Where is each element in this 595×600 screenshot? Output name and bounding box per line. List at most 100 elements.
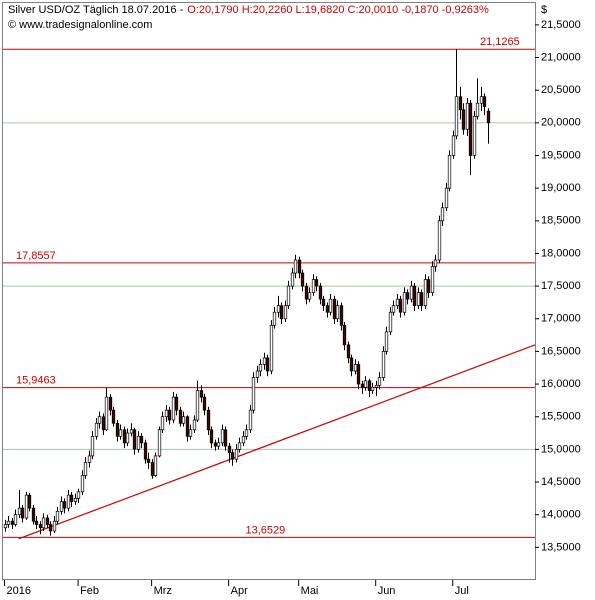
candle-body [440,207,445,222]
candle-body [328,298,333,313]
candle-body [430,266,435,293]
y-tick-label: 17,0000 [541,313,581,325]
candle-body [265,357,270,372]
y-tick-label: 16,0000 [541,378,581,390]
y-tick-label: 21,0000 [541,51,581,63]
candle-body [335,305,340,320]
candle-body [13,514,18,525]
candle-body [311,279,316,293]
candle-body [160,416,165,431]
candle-body [80,475,85,493]
plot-frame [2,2,536,580]
candle-body [230,452,235,460]
candle-body [108,396,113,411]
candle-body [73,498,78,502]
candle-body [192,419,197,431]
candle-body [129,429,134,434]
candle-body [248,409,253,431]
candle-body [97,416,102,424]
chart-title: Silver USD/OZ Täglich 18.07.2016 - O:20,1… [8,4,489,16]
candle-body [283,305,288,320]
candle-body [468,102,473,156]
candle-body [360,383,365,388]
candle-body [136,435,141,450]
candle-body [423,279,428,307]
y-tick-label: 13,5000 [541,541,581,553]
candle-body [52,520,57,532]
candle-body [216,442,221,447]
candle-body [290,272,295,287]
candle-body [304,285,309,300]
candle-body [31,507,36,522]
y-tick-label: 18,5000 [541,215,581,227]
candle-body [118,429,123,437]
x-tick-label: Jun [378,585,396,597]
candle-body [412,285,417,307]
y-axis-label: $ [541,4,547,16]
y-tick-label: 15,5000 [541,411,581,423]
y-tick-label: 20,0000 [541,117,581,129]
candle-body [398,298,403,313]
candle-body [395,298,400,307]
x-tick-label: Mrz [154,585,172,597]
candle-body [276,305,281,313]
candle-body [17,507,22,516]
candle-body [6,520,11,525]
candle-body [27,494,32,509]
candle-body [388,311,393,333]
level-label: 17,8557 [16,250,56,262]
candle-body [90,435,95,457]
candle-body [45,517,50,525]
candle-body [195,390,200,421]
candle-body [297,259,302,274]
candle-body [479,96,484,104]
candle-body [48,524,53,532]
candle-body [234,449,239,460]
candle-body [332,298,337,320]
candle-body [251,377,256,411]
source: © www.tradesignalonline.com [8,19,152,31]
candle-body [342,324,347,346]
candle-body [444,187,449,209]
y-tick-label: 19,5000 [541,149,581,161]
level-label: 13,6529 [246,524,286,536]
candle-body [293,259,298,274]
x-tick-label: 2016 [7,585,31,597]
candle-body [153,455,158,476]
candle-body [286,285,291,307]
candle-body [272,311,277,326]
candle-body [83,462,88,476]
candle-body [405,292,410,300]
candle-body [104,396,109,431]
candle-body [472,115,477,156]
candle-body [426,279,431,293]
candle-body [115,422,120,437]
y-tick-label: 21,5000 [541,19,581,31]
candle-body [237,442,242,450]
candle-body [339,305,344,326]
candle-body [458,96,463,111]
candle-body [262,357,267,365]
candle-body [370,386,375,391]
candle-body [150,462,155,476]
candle-body [374,385,379,388]
candle-body [76,491,81,499]
level-label: 15,9463 [16,374,56,386]
candle-body [132,429,137,450]
candle-body [213,442,218,447]
candle-body [437,220,442,261]
y-tick-label: 17,5000 [541,280,581,292]
candle-body [164,409,169,418]
candle-body [202,396,207,411]
candle-body [349,357,354,372]
candle-body [122,429,127,444]
y-tick-label: 16,5000 [541,345,581,357]
y-tick-label: 14,0000 [541,509,581,521]
trendline [18,344,536,540]
candle-body [454,96,459,137]
candle-body [178,409,183,424]
candle-body [384,331,389,352]
candle-body [139,435,144,444]
candle-body [486,110,491,124]
